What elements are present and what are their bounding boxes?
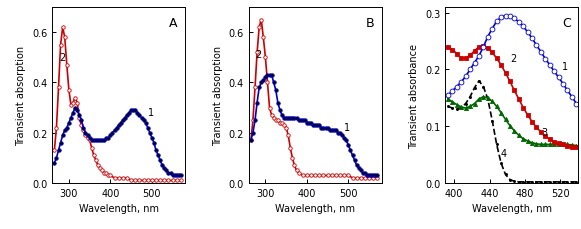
X-axis label: Wavelength, nm: Wavelength, nm xyxy=(78,204,159,213)
Text: 1: 1 xyxy=(148,108,154,118)
Y-axis label: Transient absorption: Transient absorption xyxy=(16,46,27,145)
Y-axis label: Transient absorption: Transient absorption xyxy=(213,46,223,145)
Text: 4: 4 xyxy=(500,148,506,158)
Text: B: B xyxy=(365,17,374,30)
Y-axis label: Transient absorbance: Transient absorbance xyxy=(410,43,419,148)
Text: A: A xyxy=(169,17,178,30)
Text: C: C xyxy=(562,17,571,30)
Text: 1: 1 xyxy=(344,123,350,133)
Text: 3: 3 xyxy=(541,127,547,137)
Text: 1: 1 xyxy=(562,62,568,72)
X-axis label: Wavelength, nm: Wavelength, nm xyxy=(275,204,355,213)
X-axis label: Wavelength, nm: Wavelength, nm xyxy=(472,204,552,213)
Text: 2: 2 xyxy=(256,50,261,60)
Text: 2: 2 xyxy=(59,53,65,63)
Text: 2: 2 xyxy=(510,54,516,64)
